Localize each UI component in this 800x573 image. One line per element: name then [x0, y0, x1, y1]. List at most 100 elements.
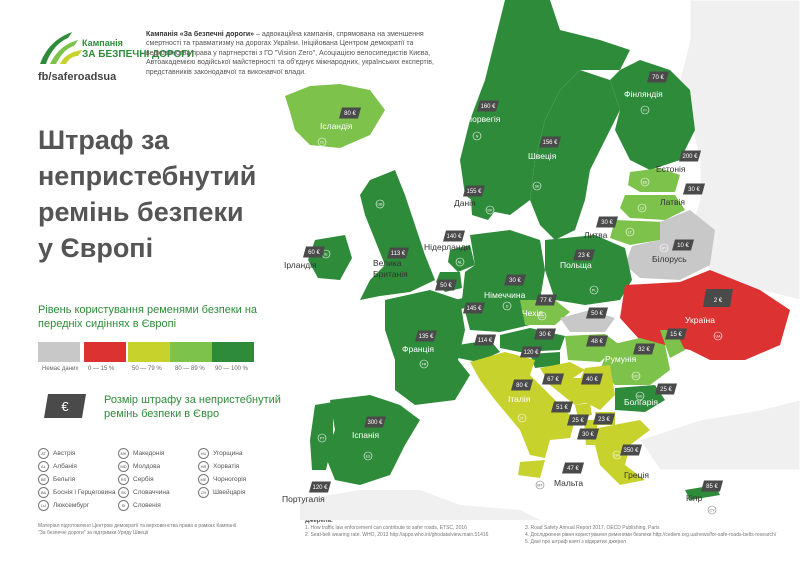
country-iceland[interactable] — [285, 84, 385, 148]
footnote: Матеріал підготовлено Центром демократії… — [38, 523, 237, 536]
country-portugal[interactable] — [310, 402, 333, 470]
fine-value-germany: 30 € — [509, 278, 521, 284]
fine-value-uk: 113 € — [391, 251, 406, 257]
fine-badge-netherlands: 140 € — [443, 230, 465, 242]
country-poland[interactable] — [545, 235, 632, 305]
fine-badge-shape — [701, 480, 723, 492]
country-finland[interactable] — [610, 60, 695, 170]
country-code-name: Австрія — [53, 449, 76, 457]
fine-value-slovenia: 120 € — [523, 350, 539, 356]
fine-badge-shape — [586, 335, 608, 347]
fine-badge-shape — [647, 71, 669, 83]
fine-badge-shape — [596, 216, 618, 228]
fine-badge-finland: 70 € — [647, 71, 669, 83]
fine-badge-cyprus: 85 € — [701, 480, 723, 492]
country-ireland[interactable] — [308, 235, 352, 280]
title-line-1: Штраф за — [38, 125, 170, 155]
fine-value-poland: 23 € — [578, 253, 590, 259]
country-italy[interactable] — [470, 352, 575, 458]
country-sweden[interactable] — [530, 70, 620, 240]
label-romania: Румунія — [605, 354, 637, 364]
fine-badge-romania: 32 € — [633, 343, 655, 355]
logo-word-campaign: Кампанія — [82, 38, 123, 48]
fine-value-moldova: 15 € — [670, 332, 682, 338]
country-code-circle: AT — [38, 447, 49, 459]
fine-value-belarus: 10 € — [677, 243, 689, 249]
country-france[interactable] — [385, 290, 470, 405]
fine-badge-shape — [364, 416, 386, 428]
label-estonia: Естонія — [656, 164, 686, 174]
fine-badge-france: 135 € — [415, 330, 437, 342]
fine-badge-shape — [435, 279, 457, 291]
country-czech[interactable] — [520, 300, 570, 325]
fine-badge-shape — [551, 401, 573, 413]
country-code-circle: HR — [198, 460, 209, 472]
country-norway[interactable] — [460, 0, 630, 215]
label-latvia: Латвія — [660, 197, 685, 207]
country-code-name: Македонія — [133, 449, 165, 457]
country-bosnia[interactable] — [560, 378, 586, 398]
country-estonia[interactable] — [628, 168, 680, 192]
fine-badge-shape — [535, 294, 557, 306]
country-netherlands[interactable] — [448, 245, 475, 272]
fine-badge-shape — [562, 462, 584, 474]
source-2: 2. Seat-belt wearing rate. WHO, 2013 htt… — [305, 532, 489, 538]
legend-label-top: 90 — 100 % — [215, 366, 249, 372]
label-spain: Іспанія — [352, 430, 380, 440]
country-montenegro[interactable] — [575, 403, 592, 418]
fine-value-norway: 160 € — [480, 104, 496, 110]
fine-badge-belgium: 50 € — [435, 279, 457, 291]
country-latvia[interactable] — [620, 195, 685, 220]
fine-badge-greece: 350 € — [620, 444, 642, 456]
code-lithuania: LT — [628, 230, 633, 234]
fine-legend-text: Розмір штрафу за непристебнутий ремінь б… — [104, 394, 281, 420]
fine-badge-symbol: € — [61, 399, 69, 414]
country-ukraine[interactable] — [620, 270, 790, 360]
intro-text: Кампанія «За безпечні дороги» – адвокаці… — [146, 30, 442, 77]
label-czech: Чехія — [522, 308, 543, 318]
code-romania: RO — [633, 374, 639, 378]
region-africa — [300, 490, 540, 520]
fine-value-cyprus: 85 € — [706, 484, 718, 490]
fine-badge-croatia: 67 € — [542, 373, 564, 385]
fine-value-iceland: 80 € — [344, 111, 356, 117]
fine-value-malta: 47 € — [567, 466, 579, 472]
country-belarus[interactable] — [625, 210, 715, 280]
intro-bold: Кампанія «За безпечні дороги» — [146, 31, 255, 38]
legend-swatch-top — [212, 342, 254, 362]
code-france: FR — [422, 362, 427, 366]
fine-badge-slovakia: 50 € — [586, 307, 608, 319]
fine-badge-serbia: 40 € — [581, 373, 603, 385]
country-uk[interactable] — [360, 170, 435, 300]
fine-badge-shape — [581, 373, 603, 385]
country-spain[interactable] — [325, 395, 420, 485]
label-uk-1: Велика — [373, 258, 402, 268]
fine-badge-shape — [593, 413, 615, 425]
code-portugal: PT — [320, 436, 325, 440]
fine-value-netherlands: 140 € — [446, 234, 462, 240]
fine-value-macedonia: 23 € — [598, 417, 610, 423]
country-code-name: Угорщина — [213, 449, 243, 457]
country-code-name: Словенія — [133, 501, 161, 509]
logo-word-safe-roads: ЗА БЕЗПЕЧНІ ДОРОГИ — [82, 49, 195, 60]
fine-badge-shape — [633, 343, 655, 355]
country-lithuania[interactable] — [610, 220, 665, 245]
fine-badge-shape — [539, 136, 561, 148]
country-code-item: LU Люксембург — [38, 499, 89, 511]
country-bulgaria[interactable] — [615, 385, 665, 412]
fine-badge-shape — [586, 307, 608, 319]
legend-label-high: 80 — 89 % — [175, 366, 205, 372]
intro-body: – адвокаційна кампанія, спрямована на зм… — [146, 31, 434, 76]
fine-badge-iceland: 80 € — [339, 107, 361, 119]
fine-value-ukraine: 2 € — [714, 298, 723, 304]
label-norway: Норвегія — [466, 114, 501, 124]
fine-badge-shape — [463, 185, 485, 197]
code-malta: MT — [537, 483, 543, 487]
label-portugal: Португалія — [282, 494, 325, 504]
legend-label-none: Немає даних — [42, 366, 79, 372]
fine-badge-bulgaria: 25 € — [655, 383, 677, 395]
country-italy-sicily[interactable] — [518, 460, 545, 478]
code-uk: GB — [377, 202, 383, 206]
fine-badge-shape — [309, 481, 331, 493]
facebook-link[interactable]: fb/saferoadsua — [38, 71, 117, 83]
